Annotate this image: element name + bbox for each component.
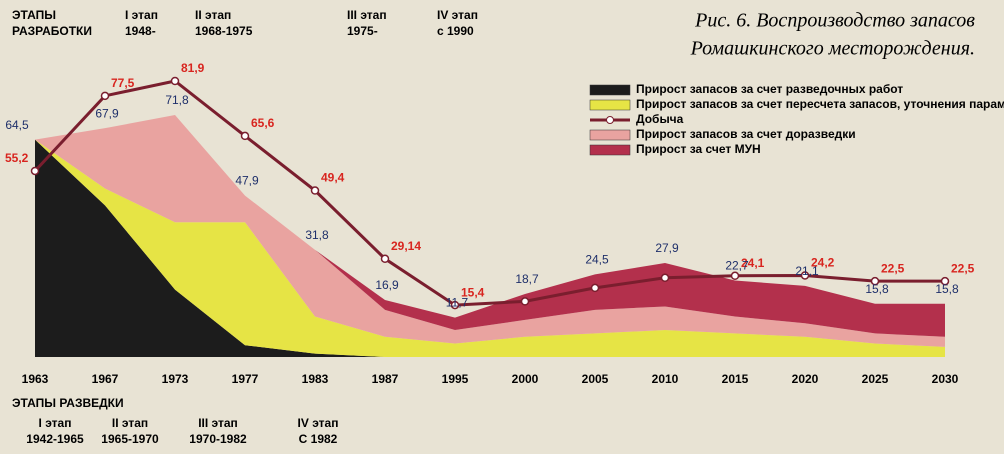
x-tick-label: 2015	[722, 372, 749, 386]
chart-title: Ромашкинского месторождения.	[690, 38, 975, 60]
x-tick-label: 1963	[22, 372, 49, 386]
stage-label: II этап	[195, 8, 231, 22]
x-tick-label: 2005	[582, 372, 609, 386]
stage-label: II этап	[112, 416, 148, 430]
stage-label: III этап	[198, 416, 238, 430]
legend-swatch	[589, 84, 631, 96]
stage-label: I этап	[39, 416, 72, 430]
x-tick-label: 2000	[512, 372, 539, 386]
stage-label: 1965-1970	[101, 432, 159, 446]
legend-swatch	[589, 129, 631, 141]
production-marker	[450, 300, 460, 310]
production-label: 24,2	[811, 256, 835, 270]
x-tick-label: 1995	[442, 372, 469, 386]
total-label: 15,8	[865, 282, 889, 296]
stage-label: I этап	[125, 8, 158, 22]
total-label: 16,9	[375, 278, 399, 292]
total-label: 47,9	[235, 174, 259, 188]
total-label: 64,5	[5, 118, 29, 132]
production-marker	[940, 276, 950, 286]
stacked-area	[35, 115, 945, 337]
stacked-area	[35, 139, 945, 357]
legend-label: Прирост запасов за счет доразведки	[636, 127, 856, 141]
x-tick-label: 1977	[232, 372, 259, 386]
legend-label: Прирост запасов за счет разведочных рабо…	[636, 82, 903, 96]
stage-heading: ЭТАПЫ РАЗВЕДКИ	[12, 396, 124, 410]
stage-label: 1948-	[125, 24, 156, 38]
stage-label: с 1990	[437, 24, 474, 38]
production-label: 81,9	[181, 61, 205, 75]
total-label: 21,1	[795, 264, 819, 278]
x-tick-label: 2025	[862, 372, 889, 386]
stage-label: С 1982	[299, 432, 338, 446]
stage-label: 1968-1975	[195, 24, 253, 38]
legend-swatch	[589, 99, 631, 111]
production-label: 55,2	[5, 151, 29, 165]
total-label: 18,7	[515, 272, 539, 286]
stage-heading: РАЗРАБОТКИ	[12, 24, 92, 38]
production-marker	[870, 276, 880, 286]
x-tick-label: 1967	[92, 372, 119, 386]
x-tick-label: 1973	[162, 372, 189, 386]
production-marker	[30, 166, 40, 176]
total-label: 11,7	[446, 296, 469, 310]
production-label: 49,4	[321, 171, 345, 185]
production-label: 22,5	[951, 261, 975, 275]
production-marker	[380, 254, 390, 264]
x-tick-label: 1987	[372, 372, 399, 386]
total-label: 71,8	[165, 93, 189, 107]
production-marker	[520, 297, 530, 306]
x-tick-label: 2020	[792, 372, 819, 386]
legend-label: Прирост за счет МУН	[636, 142, 761, 156]
stacked-area	[35, 139, 945, 357]
total-label: 15,8	[935, 282, 959, 296]
stage-label: IV этап	[298, 416, 339, 430]
chart-title: Рис. 6. Воспроизводство запасов	[694, 10, 975, 32]
production-label: 22,5	[881, 261, 905, 275]
stage-heading: ЭТАПЫ	[12, 8, 56, 22]
legend-label: Добыча	[636, 112, 684, 126]
total-label: 24,5	[585, 253, 609, 267]
production-marker	[800, 271, 810, 280]
x-tick-label: 1983	[302, 372, 329, 386]
stage-label: IV этап	[437, 8, 478, 22]
stacked-area	[35, 115, 945, 347]
stage-label: 1970-1982	[189, 432, 247, 446]
legend-swatch	[589, 144, 631, 156]
legend-swatch	[606, 116, 614, 124]
production-label: 24,1	[741, 256, 765, 270]
production-marker	[240, 131, 250, 141]
production-label: 77,5	[111, 76, 135, 90]
stage-label: III этап	[347, 8, 387, 22]
stage-label: 1975-	[347, 24, 378, 38]
production-marker	[730, 271, 740, 281]
production-marker	[170, 76, 180, 86]
x-tick-label: 2030	[932, 372, 959, 386]
production-label: 29,14	[391, 239, 421, 253]
total-label: 27,9	[655, 241, 679, 255]
total-label: 31,8	[305, 228, 329, 242]
production-line	[33, 79, 945, 307]
production-label: 15,4	[461, 285, 485, 299]
total-label: 67,9	[95, 106, 119, 120]
stage-label: 1942-1965	[26, 432, 84, 446]
legend-label: Прирост запасов за счет пересчета запасо…	[636, 97, 1004, 111]
production-marker	[660, 273, 670, 283]
x-tick-label: 2010	[652, 372, 679, 386]
production-label: 65,6	[251, 116, 275, 130]
production-marker	[100, 91, 110, 101]
production-marker	[310, 186, 320, 195]
production-marker	[590, 283, 600, 293]
total-label: 22,7	[725, 259, 749, 273]
